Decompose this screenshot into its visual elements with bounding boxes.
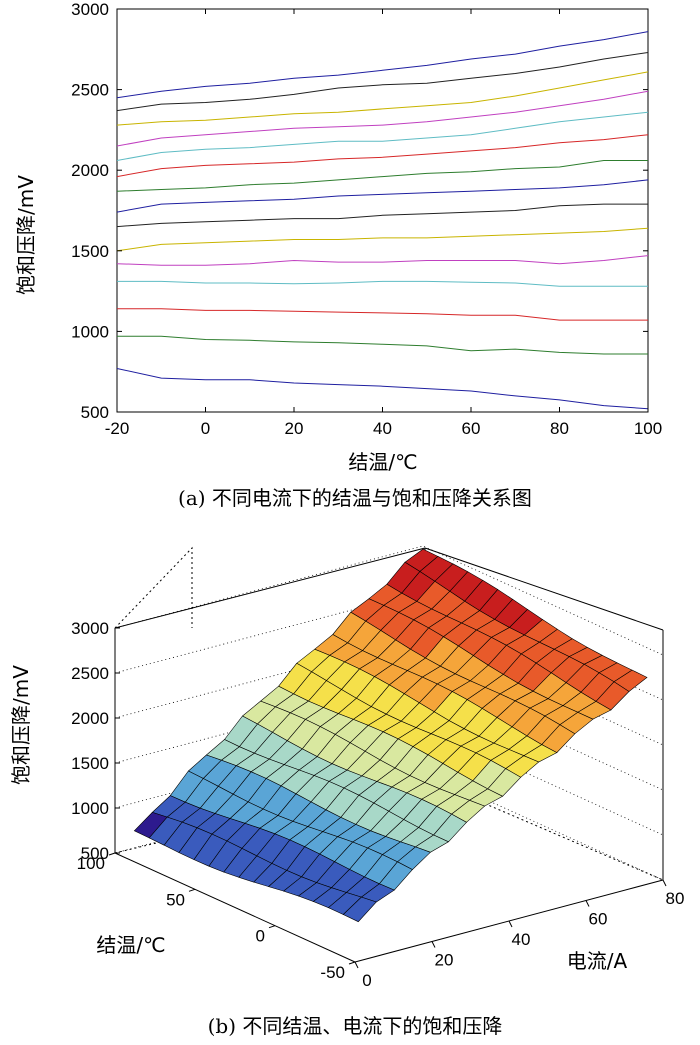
chart-b-right-top: [424, 547, 664, 631]
chart-a-series-group: [116, 31, 649, 410]
current-tick-label: 0: [362, 971, 371, 990]
x-tick-label: 0: [201, 419, 210, 438]
surface-patch: [342, 896, 377, 923]
chart-b-z-ticks: 500 1000 1500 2000 2500 3000: [71, 619, 120, 863]
chart-a-x-axis-label: 结温/℃: [348, 450, 417, 474]
chart-a-y-ticks: 500 1000 1500 2000 2500 3000: [71, 0, 648, 422]
current-tick-label: 40: [512, 930, 531, 949]
chart-a-caption: (a) 不同电流下的结温与饱和压降关系图: [178, 486, 532, 510]
temp-tick-mark: [268, 925, 276, 929]
chart-b-back-wall-left: [114, 546, 193, 629]
chart-b-surface: [133, 548, 648, 923]
y-tick-label: 3000: [71, 0, 109, 19]
temp-tick-mark: [188, 888, 196, 892]
x-tick-label: 20: [285, 419, 304, 438]
series-line-15: [116, 31, 649, 99]
current-tick-mark: [585, 900, 590, 907]
y-tick-label: 1000: [71, 322, 109, 341]
temp-tick-mark: [348, 961, 356, 965]
series-line-1: [116, 368, 649, 410]
y-tick-label: 1500: [71, 242, 109, 261]
x-tick-label: -20: [105, 419, 130, 438]
y-tick-label: 2500: [71, 81, 109, 100]
series-line-2: [117, 335, 648, 355]
z-tick-label: 2000: [71, 709, 109, 728]
y-tick-label: 500: [81, 403, 109, 422]
chart-b-y-ticks: -50 0 50 100: [77, 852, 356, 982]
chart-b-floor-front-left: [114, 852, 356, 963]
chart-a-y-axis-label: 饱和压降/mV: [14, 175, 38, 295]
series-line-13: [116, 71, 649, 126]
x-tick-label: 100: [634, 419, 662, 438]
chart-a-x-ticks: -20 0 20 40 60 80 100: [105, 9, 662, 438]
temp-tick-label: 100: [77, 854, 105, 873]
z-tick-label: 1000: [71, 799, 109, 818]
x-tick-label: 40: [373, 419, 392, 438]
series-line-7: [116, 203, 648, 228]
temp-tick-label: 50: [166, 890, 185, 909]
z-tick-label: 500: [81, 844, 109, 863]
chart-b: 500 1000 1500 2000 2500 3000 -50 0 50 100 0 20 40 6…: [9, 545, 685, 1038]
series-line-4: [117, 280, 648, 287]
x-tick-label: 60: [462, 419, 481, 438]
current-tick-mark: [508, 920, 513, 928]
y-tick-label: 2000: [71, 161, 109, 180]
current-tick-label: 20: [435, 951, 454, 970]
series-line-6: [116, 227, 649, 252]
z-tick-label: 2500: [71, 664, 109, 683]
chart-b-back-left-top: [114, 547, 426, 629]
chart-a-plot-frame: [116, 8, 649, 413]
current-tick-mark: [354, 961, 359, 969]
series-line-10: [116, 134, 649, 178]
series-line-11: [116, 111, 649, 161]
chart-b-y-axis-label: 结温/℃: [96, 933, 165, 957]
chart-b-z-axis-label: 饱和压降/mV: [9, 665, 33, 785]
temp-tick-label: 0: [256, 927, 265, 946]
series-line-14: [116, 52, 649, 112]
series-line-5: [116, 255, 649, 266]
temp-tick-label: -50: [320, 963, 345, 982]
z-tick-label: 1500: [71, 754, 109, 773]
current-tick-mark: [431, 941, 436, 948]
chart-b-back-bottom-right: [424, 777, 664, 881]
chart-b-caption: (b) 不同结温、电流下的饱和压降: [208, 1014, 503, 1038]
series-line-3: [117, 308, 648, 321]
series-line-9: [116, 160, 648, 192]
current-tick-mark: [662, 879, 667, 887]
temp-tick-mark: [108, 852, 116, 856]
z-tick-label: 3000: [71, 619, 109, 638]
series-line-8: [116, 179, 649, 213]
chart-b-x-axis-label: 电流/A: [567, 949, 628, 973]
chart-b-x-ticks: 0 20 40 60 80: [354, 879, 685, 990]
current-tick-label: 80: [666, 889, 685, 908]
current-tick-label: 60: [589, 910, 608, 929]
series-line-12: [116, 90, 649, 147]
x-tick-label: 80: [550, 419, 569, 438]
